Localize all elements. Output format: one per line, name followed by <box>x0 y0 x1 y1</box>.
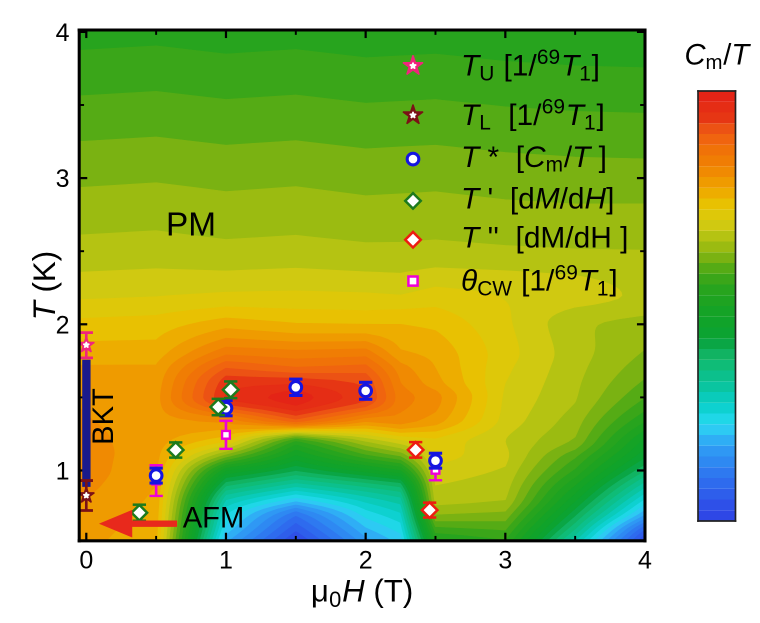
svg-text:T T U 6: T T U 6 9 1 [ 1 / ] <box>461 44 600 85</box>
svg-text:2: 2 <box>359 547 373 575</box>
svg-text:T ( K: T ( K ) <box>27 251 62 320</box>
svg-text:4: 4 <box>638 547 652 575</box>
svg-text:3: 3 <box>498 547 512 575</box>
svg-text:T M H: T M H ' [ d / d ] <box>461 183 614 216</box>
svg-text:θ T C W: θ T C W 6 9 1 [ 1 / ] <box>461 259 618 300</box>
svg-text:1: 1 <box>56 458 70 486</box>
svg-text:AFM: AFM <box>183 503 245 535</box>
svg-text:3: 3 <box>56 165 70 193</box>
svg-text:T ' ': T ' ' [ d M / d H ] <box>461 221 628 254</box>
svg-text:0: 0 <box>79 547 93 575</box>
svg-text:2: 2 <box>56 311 70 339</box>
svg-text:1: 1 <box>219 547 233 575</box>
svg-text:C T m /: C T m / <box>684 39 754 74</box>
svg-text:4: 4 <box>56 19 70 47</box>
svg-text:T T L 6: T T L 6 9 1 [ 1 / ] <box>461 93 605 134</box>
svg-text:T C T: T C T * [ / ] m <box>461 141 613 177</box>
svg-text:PM: PM <box>166 207 216 244</box>
svg-text:μ ( T: μ ( T ) 0 H <box>311 574 419 612</box>
svg-text:BKT: BKT <box>88 388 120 445</box>
